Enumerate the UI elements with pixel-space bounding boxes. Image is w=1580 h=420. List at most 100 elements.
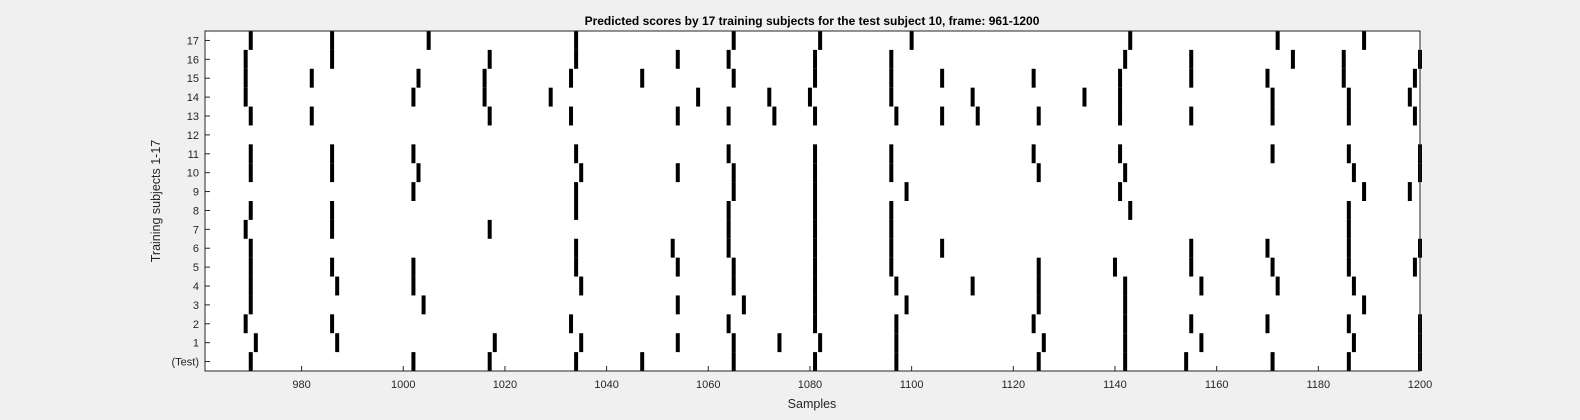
event-mark bbox=[777, 333, 782, 353]
event-mark bbox=[1412, 257, 1417, 277]
y-tick-label: 5 bbox=[193, 262, 199, 274]
event-mark bbox=[416, 163, 421, 183]
event-mark bbox=[1362, 295, 1367, 315]
event-mark bbox=[426, 31, 431, 50]
y-tick-label: 2 bbox=[193, 319, 199, 331]
event-mark bbox=[330, 219, 335, 239]
event-mark bbox=[330, 31, 335, 50]
x-tick-label: 1160 bbox=[1205, 379, 1229, 391]
event-mark bbox=[1270, 106, 1275, 126]
event-mark bbox=[482, 68, 487, 88]
y-tick-label: 11 bbox=[188, 149, 199, 161]
event-mark bbox=[1275, 276, 1280, 296]
event-mark bbox=[889, 49, 894, 69]
event-mark bbox=[889, 68, 894, 88]
event-mark bbox=[487, 49, 492, 69]
event-mark bbox=[731, 182, 736, 201]
event-mark bbox=[640, 352, 645, 371]
event-mark bbox=[1346, 314, 1351, 334]
event-mark bbox=[1346, 201, 1351, 220]
event-mark bbox=[574, 49, 579, 69]
event-mark bbox=[1036, 257, 1041, 277]
event-mark bbox=[243, 219, 248, 239]
event-mark bbox=[726, 219, 731, 239]
event-mark bbox=[1346, 87, 1351, 107]
event-mark bbox=[1265, 238, 1270, 258]
event-mark bbox=[1128, 201, 1133, 220]
event-mark bbox=[1275, 31, 1280, 50]
event-mark bbox=[894, 352, 899, 371]
event-mark bbox=[1351, 163, 1356, 183]
event-mark bbox=[1112, 257, 1117, 277]
event-mark bbox=[889, 144, 894, 164]
y-tick-label: 8 bbox=[193, 205, 199, 217]
event-mark bbox=[548, 87, 553, 107]
event-mark bbox=[1036, 276, 1041, 296]
event-mark bbox=[1351, 333, 1356, 353]
event-mark bbox=[243, 87, 248, 107]
x-tick-label: 1100 bbox=[900, 379, 924, 391]
event-mark bbox=[574, 31, 579, 50]
event-mark bbox=[579, 276, 584, 296]
x-tick-label: 1000 bbox=[391, 379, 415, 391]
event-mark bbox=[574, 257, 579, 277]
event-mark bbox=[243, 314, 248, 334]
event-mark bbox=[813, 144, 818, 164]
event-mark bbox=[726, 201, 731, 220]
event-mark bbox=[1123, 49, 1128, 69]
event-mark bbox=[482, 87, 487, 107]
event-mark bbox=[1041, 333, 1046, 353]
event-mark bbox=[889, 238, 894, 258]
event-mark bbox=[1346, 257, 1351, 277]
event-mark bbox=[1082, 87, 1087, 107]
event-mark bbox=[1189, 49, 1194, 69]
event-mark bbox=[411, 87, 416, 107]
x-tick-label: 1140 bbox=[1103, 379, 1127, 391]
event-mark bbox=[813, 238, 818, 258]
event-mark bbox=[767, 87, 772, 107]
event-mark bbox=[889, 257, 894, 277]
event-mark bbox=[411, 352, 416, 371]
event-mark bbox=[309, 68, 314, 88]
chart-title: Predicted scores by 17 training subjects… bbox=[585, 14, 1040, 28]
event-mark bbox=[1123, 295, 1128, 315]
event-mark bbox=[807, 87, 812, 107]
event-mark bbox=[1184, 352, 1189, 371]
y-tick-label: 4 bbox=[193, 281, 199, 293]
y-axis-label: Training subjects 1-17 bbox=[149, 140, 163, 263]
event-mark bbox=[813, 201, 818, 220]
event-mark bbox=[1346, 238, 1351, 258]
event-mark bbox=[675, 49, 680, 69]
event-mark bbox=[492, 333, 497, 353]
event-mark bbox=[813, 352, 818, 371]
event-mark bbox=[243, 68, 248, 88]
event-mark bbox=[335, 276, 340, 296]
event-mark bbox=[1123, 314, 1128, 334]
event-mark bbox=[813, 68, 818, 88]
y-tick-label: 15 bbox=[187, 73, 199, 85]
event-mark bbox=[1346, 106, 1351, 126]
y-tick-label: 10 bbox=[187, 168, 199, 180]
event-mark bbox=[579, 163, 584, 183]
event-mark bbox=[726, 314, 731, 334]
event-mark bbox=[1123, 352, 1128, 371]
event-mark bbox=[726, 106, 731, 126]
x-axis-label: Samples bbox=[788, 397, 837, 411]
event-mark bbox=[1265, 314, 1270, 334]
event-mark bbox=[569, 314, 574, 334]
event-mark bbox=[975, 106, 980, 126]
event-mark bbox=[248, 238, 253, 258]
plot-frame bbox=[204, 30, 1421, 372]
event-mark bbox=[569, 106, 574, 126]
event-mark bbox=[909, 31, 914, 50]
event-mark bbox=[813, 106, 818, 126]
event-mark bbox=[1362, 31, 1367, 50]
event-mark bbox=[1031, 314, 1036, 334]
event-mark bbox=[1265, 68, 1270, 88]
event-mark bbox=[330, 201, 335, 220]
event-mark bbox=[731, 163, 736, 183]
x-tick-label: 1200 bbox=[1408, 379, 1432, 391]
event-mark bbox=[889, 219, 894, 239]
event-mark bbox=[726, 49, 731, 69]
